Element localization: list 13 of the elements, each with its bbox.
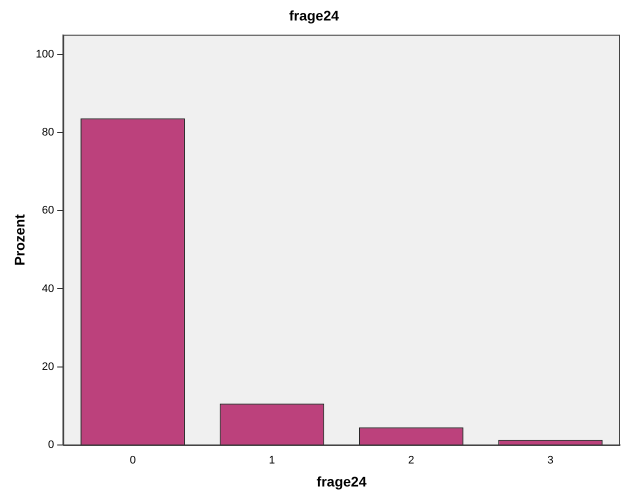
x-tick-label: 1 xyxy=(268,454,276,467)
x-tick-label: 2 xyxy=(408,454,414,467)
chart-title: frage24 xyxy=(289,7,340,24)
x-tick-label: 0 xyxy=(130,454,136,467)
y-tick-label: 100 xyxy=(36,48,54,60)
x-tick-label: 3 xyxy=(547,454,554,467)
y-axis-title: Prozent xyxy=(11,214,28,266)
y-tick-label: 60 xyxy=(42,204,54,217)
x-axis-title: frage24 xyxy=(316,473,367,490)
y-tick-label: 0 xyxy=(48,439,54,452)
y-tick-label: 40 xyxy=(42,282,54,295)
y-tick-label: 20 xyxy=(42,360,54,373)
y-tick-label: 80 xyxy=(42,126,54,138)
